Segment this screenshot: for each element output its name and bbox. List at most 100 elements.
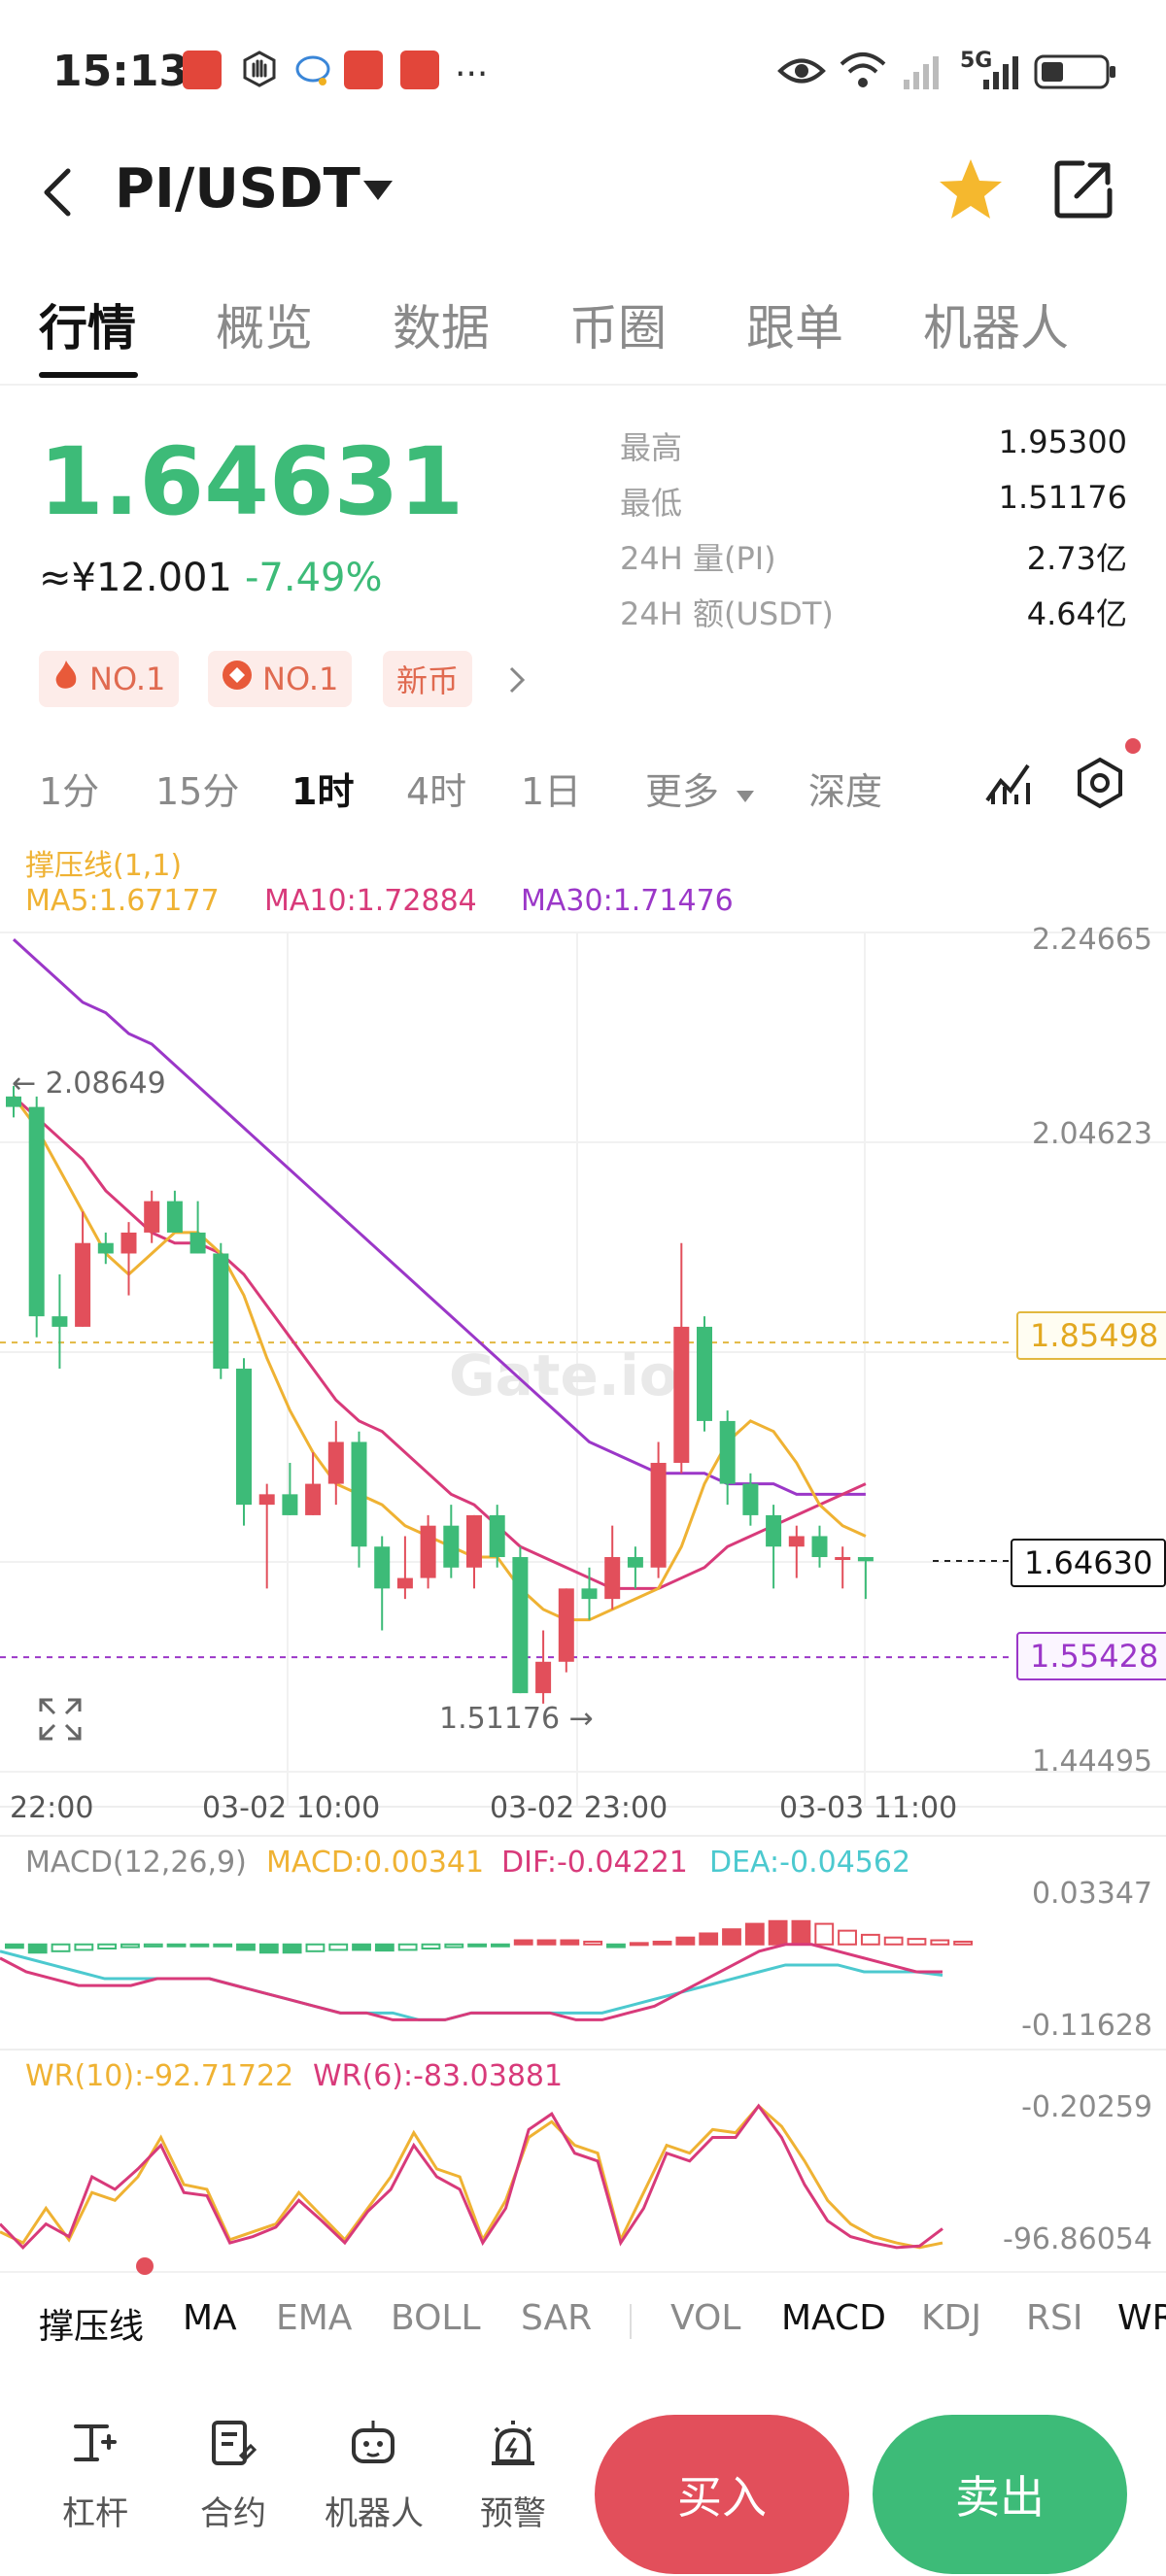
stat-label-turnover: 24H 额(USDT) [620, 595, 834, 632]
hot-rank-badge[interactable]: NO.1 [39, 651, 180, 707]
dea-value: DEA:-0.04562 [709, 1846, 911, 1880]
indicator-notification-dot [136, 2257, 154, 2275]
leverage-label[interactable]: 杠杆 [62, 2494, 128, 2533]
pair-title[interactable]: PI/USDT [115, 157, 360, 220]
favorite-star-icon[interactable] [937, 155, 1005, 223]
candle-body [374, 1546, 391, 1589]
timeframe-1m[interactable]: 1分 [39, 770, 100, 813]
timeframe-more[interactable]: 更多 [645, 762, 756, 815]
tab-copy-trading[interactable]: 跟单 [746, 300, 843, 356]
new-coin-badge[interactable]: 新币 [383, 651, 473, 707]
candle-body [97, 1242, 114, 1254]
indicator-wr[interactable]: WR [1117, 2298, 1166, 2338]
indicator-sar[interactable]: SAR [521, 2298, 593, 2338]
leverage-icon[interactable] [68, 2417, 122, 2471]
macd-bar [536, 1939, 557, 1946]
wr10-value: WR(10):-92.71722 [25, 2059, 294, 2093]
indicator-macd[interactable]: MACD [781, 2298, 886, 2338]
macd-bar [675, 1936, 696, 1946]
indicator-rsi[interactable]: RSI [1026, 2298, 1083, 2338]
macd-bar [838, 1929, 857, 1946]
badges-chevron-icon[interactable] [505, 662, 529, 697]
macd-bar [513, 1939, 533, 1946]
macd-bar [236, 1943, 256, 1951]
candle-body [489, 1514, 505, 1558]
indicator-vol[interactable]: VOL [670, 2298, 741, 2338]
timeframe-15m[interactable]: 15分 [155, 770, 240, 813]
eye-icon [777, 54, 826, 87]
wr-y-bottom: -96.86054 [1003, 2222, 1152, 2256]
buy-button[interactable]: 买入 [595, 2415, 849, 2574]
timeframe-1d[interactable]: 1日 [521, 770, 582, 813]
indicator-ema[interactable]: EMA [276, 2298, 353, 2338]
share-icon[interactable] [1051, 157, 1115, 221]
candle-body [51, 1316, 68, 1327]
stat-value-low: 1.51176 [998, 479, 1127, 516]
indicator-boll[interactable]: BOLL [391, 2298, 481, 2338]
tab-data[interactable]: 数据 [393, 300, 490, 356]
chart-type-icon[interactable] [983, 758, 1034, 808]
back-icon[interactable] [39, 165, 78, 220]
tab-community[interactable]: 币圈 [569, 300, 667, 356]
low-price-marker: 1.51176 → [439, 1702, 594, 1736]
timeframe-1h[interactable]: 1时 [292, 770, 355, 813]
depth-tab[interactable]: 深度 [808, 770, 883, 813]
gain-rank-badge[interactable]: NO.1 [208, 651, 353, 707]
support-level-tag[interactable]: 1.55428 [1016, 1632, 1166, 1680]
macd-bar [143, 1943, 163, 1948]
indicator-ma[interactable]: MA [183, 2298, 237, 2338]
candle-body [28, 1106, 45, 1317]
candle-body [719, 1420, 736, 1484]
y-label-top: 2.24665 [1031, 923, 1152, 957]
tab-overview[interactable]: 概览 [216, 300, 313, 356]
indicator-support-line[interactable]: 撑压线 [39, 2307, 145, 2347]
candle-body [396, 1577, 413, 1589]
candle-body [604, 1557, 621, 1600]
fullscreen-icon[interactable] [37, 1696, 84, 1743]
dif-line [0, 1943, 943, 2021]
macd-bar [120, 1943, 140, 1949]
fire-icon [52, 659, 80, 699]
wr10-line [0, 2103, 943, 2250]
contract-label[interactable]: 合约 [200, 2494, 266, 2533]
candle-body [535, 1661, 552, 1694]
main-tabs [0, 267, 1166, 386]
chart-settings-icon[interactable] [1073, 756, 1127, 810]
last-price: 1.64631 [39, 427, 464, 536]
macd-bar [258, 1943, 279, 1954]
tab-bot[interactable]: 机器人 [923, 300, 1069, 356]
bot-label[interactable]: 机器人 [325, 2494, 424, 2533]
stat-label-low: 最低 [620, 485, 683, 522]
candle-body [443, 1525, 460, 1568]
hand-icon [241, 51, 278, 87]
macd-bar [282, 1943, 302, 1954]
sell-button[interactable]: 卖出 [873, 2415, 1127, 2574]
x-label-1: 03-02 10:00 [202, 1791, 381, 1825]
timeframe-4h[interactable]: 4时 [406, 770, 467, 813]
tab-market[interactable]: 行情 [39, 300, 136, 356]
kline-chart[interactable]: Gate.io [0, 835, 1166, 2273]
resistance-level-tag[interactable]: 1.85498 [1016, 1311, 1166, 1360]
bot-icon[interactable] [346, 2417, 400, 2471]
support-resistance-legend: 撑压线(1,1) [25, 849, 183, 883]
macd-y-top: 0.03347 [1031, 1877, 1152, 1911]
candle-body [144, 1201, 160, 1233]
contract-icon[interactable] [206, 2417, 260, 2471]
alert-label[interactable]: 预警 [480, 2494, 546, 2533]
candle-body [305, 1483, 322, 1515]
candle-body [6, 1096, 21, 1107]
battery-icon [1034, 54, 1117, 89]
candle-body [282, 1494, 298, 1515]
watermark: Gate.io [449, 1342, 678, 1408]
current-price-tag[interactable]: 1.64630 [1011, 1539, 1166, 1587]
pair-dropdown-icon[interactable] [361, 179, 394, 202]
taobao-app-icon [344, 51, 383, 89]
y-label-bottom: 1.44495 [1031, 1745, 1152, 1779]
macd-bar [744, 1922, 765, 1946]
candle-body [558, 1588, 574, 1662]
indicator-kdj[interactable]: KDJ [921, 2298, 981, 2338]
macd-bar [74, 1943, 94, 1951]
macd-bar [421, 1943, 441, 1949]
macd-bar [930, 1939, 950, 1946]
alert-icon[interactable] [486, 2417, 540, 2471]
